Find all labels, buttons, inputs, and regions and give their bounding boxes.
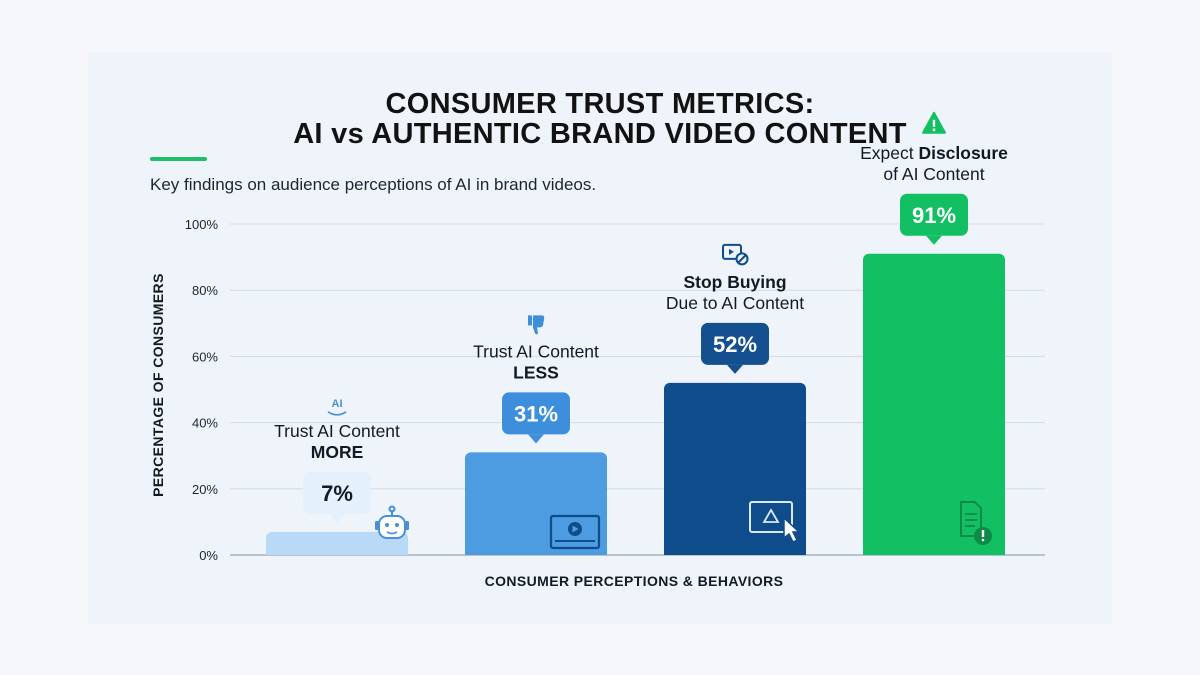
y-tick-label: 20%	[192, 482, 218, 497]
y-axis-label: PERCENTAGE OF CONSUMERS	[150, 273, 166, 497]
data-label: 52%	[713, 332, 757, 357]
ai-text-icon: AI	[332, 398, 343, 410]
category-label-line2: Due to AI Content	[666, 293, 804, 313]
data-label: 91%	[912, 203, 956, 228]
robot-icon	[375, 505, 409, 539]
robot-ear	[375, 521, 379, 530]
thumb-body	[533, 315, 545, 335]
player-frame	[549, 514, 601, 550]
bar	[863, 253, 1005, 556]
bar-base	[863, 547, 1005, 555]
value-bubble	[502, 392, 570, 435]
category-label-line1: Trust AI Content	[274, 421, 400, 441]
play-glyph	[729, 248, 734, 255]
category-label-line2: MORE	[311, 442, 364, 462]
video-blocked-icon	[722, 243, 749, 266]
warning-bar	[932, 119, 936, 127]
category-label-line1: Expect Disclosure	[860, 143, 1008, 163]
chart-title-line2: AI vs AUTHENTIC BRAND VIDEO CONTENT	[293, 118, 907, 150]
hand-curve	[327, 411, 347, 416]
bubble-pointer	[727, 364, 743, 374]
bubble-pointer	[528, 434, 544, 444]
y-tick-label: 80%	[192, 283, 218, 298]
warning-icon	[922, 111, 946, 134]
category-label-line2: of AI Content	[883, 164, 984, 184]
thumbs-down-icon	[528, 315, 545, 335]
video-player-icon	[549, 514, 601, 550]
bar	[465, 452, 607, 555]
robot-eye	[385, 523, 389, 527]
play-triangle	[572, 525, 579, 533]
robot-head	[378, 515, 406, 539]
robot-mouth	[386, 531, 398, 535]
ai-hand-icon: AI	[327, 398, 347, 416]
robot-antenna-tip	[388, 505, 396, 513]
block-slash	[737, 254, 747, 264]
category-label-line1: Trust AI Content	[473, 341, 599, 361]
chart-title-line1: CONSUMER TRUST METRICS:	[385, 88, 815, 120]
data-label: 7%	[321, 481, 353, 506]
accent-line	[150, 157, 207, 161]
chart-subtitle: Key findings on audience perceptions of …	[150, 175, 597, 194]
document-alert-icon	[960, 501, 992, 545]
value-bubble	[900, 193, 968, 236]
bar-base	[664, 547, 806, 555]
category-label-line1: Stop Buying	[683, 272, 786, 292]
alert-bar	[981, 530, 985, 537]
thumb-cuff	[528, 315, 532, 326]
monitor-warning	[762, 508, 780, 523]
y-tick-label: 60%	[192, 349, 218, 364]
data-label: 31%	[514, 401, 558, 426]
cursor-hand	[783, 516, 801, 544]
value-bubble	[701, 322, 769, 365]
robot-eye	[395, 523, 399, 527]
warning-cursor-icon	[749, 501, 801, 544]
document-outline	[960, 501, 982, 537]
y-tick-label: 40%	[192, 416, 218, 431]
robot-ear	[405, 521, 409, 530]
video-frame	[722, 243, 742, 260]
bubble-pointer	[926, 235, 942, 245]
monitor-frame	[749, 501, 793, 533]
bubble-pointer	[329, 513, 345, 523]
alert-dot	[981, 538, 985, 542]
category-label-line2: LESS	[513, 362, 559, 382]
y-tick-label: 0%	[199, 548, 218, 563]
y-tick-label: 100%	[185, 217, 219, 232]
bar-base	[465, 547, 607, 555]
warning-dot	[932, 128, 936, 132]
x-axis-label: CONSUMER PERCEPTIONS & BEHAVIORS	[485, 573, 784, 589]
value-bubble	[303, 471, 371, 514]
bar-base	[266, 547, 408, 555]
